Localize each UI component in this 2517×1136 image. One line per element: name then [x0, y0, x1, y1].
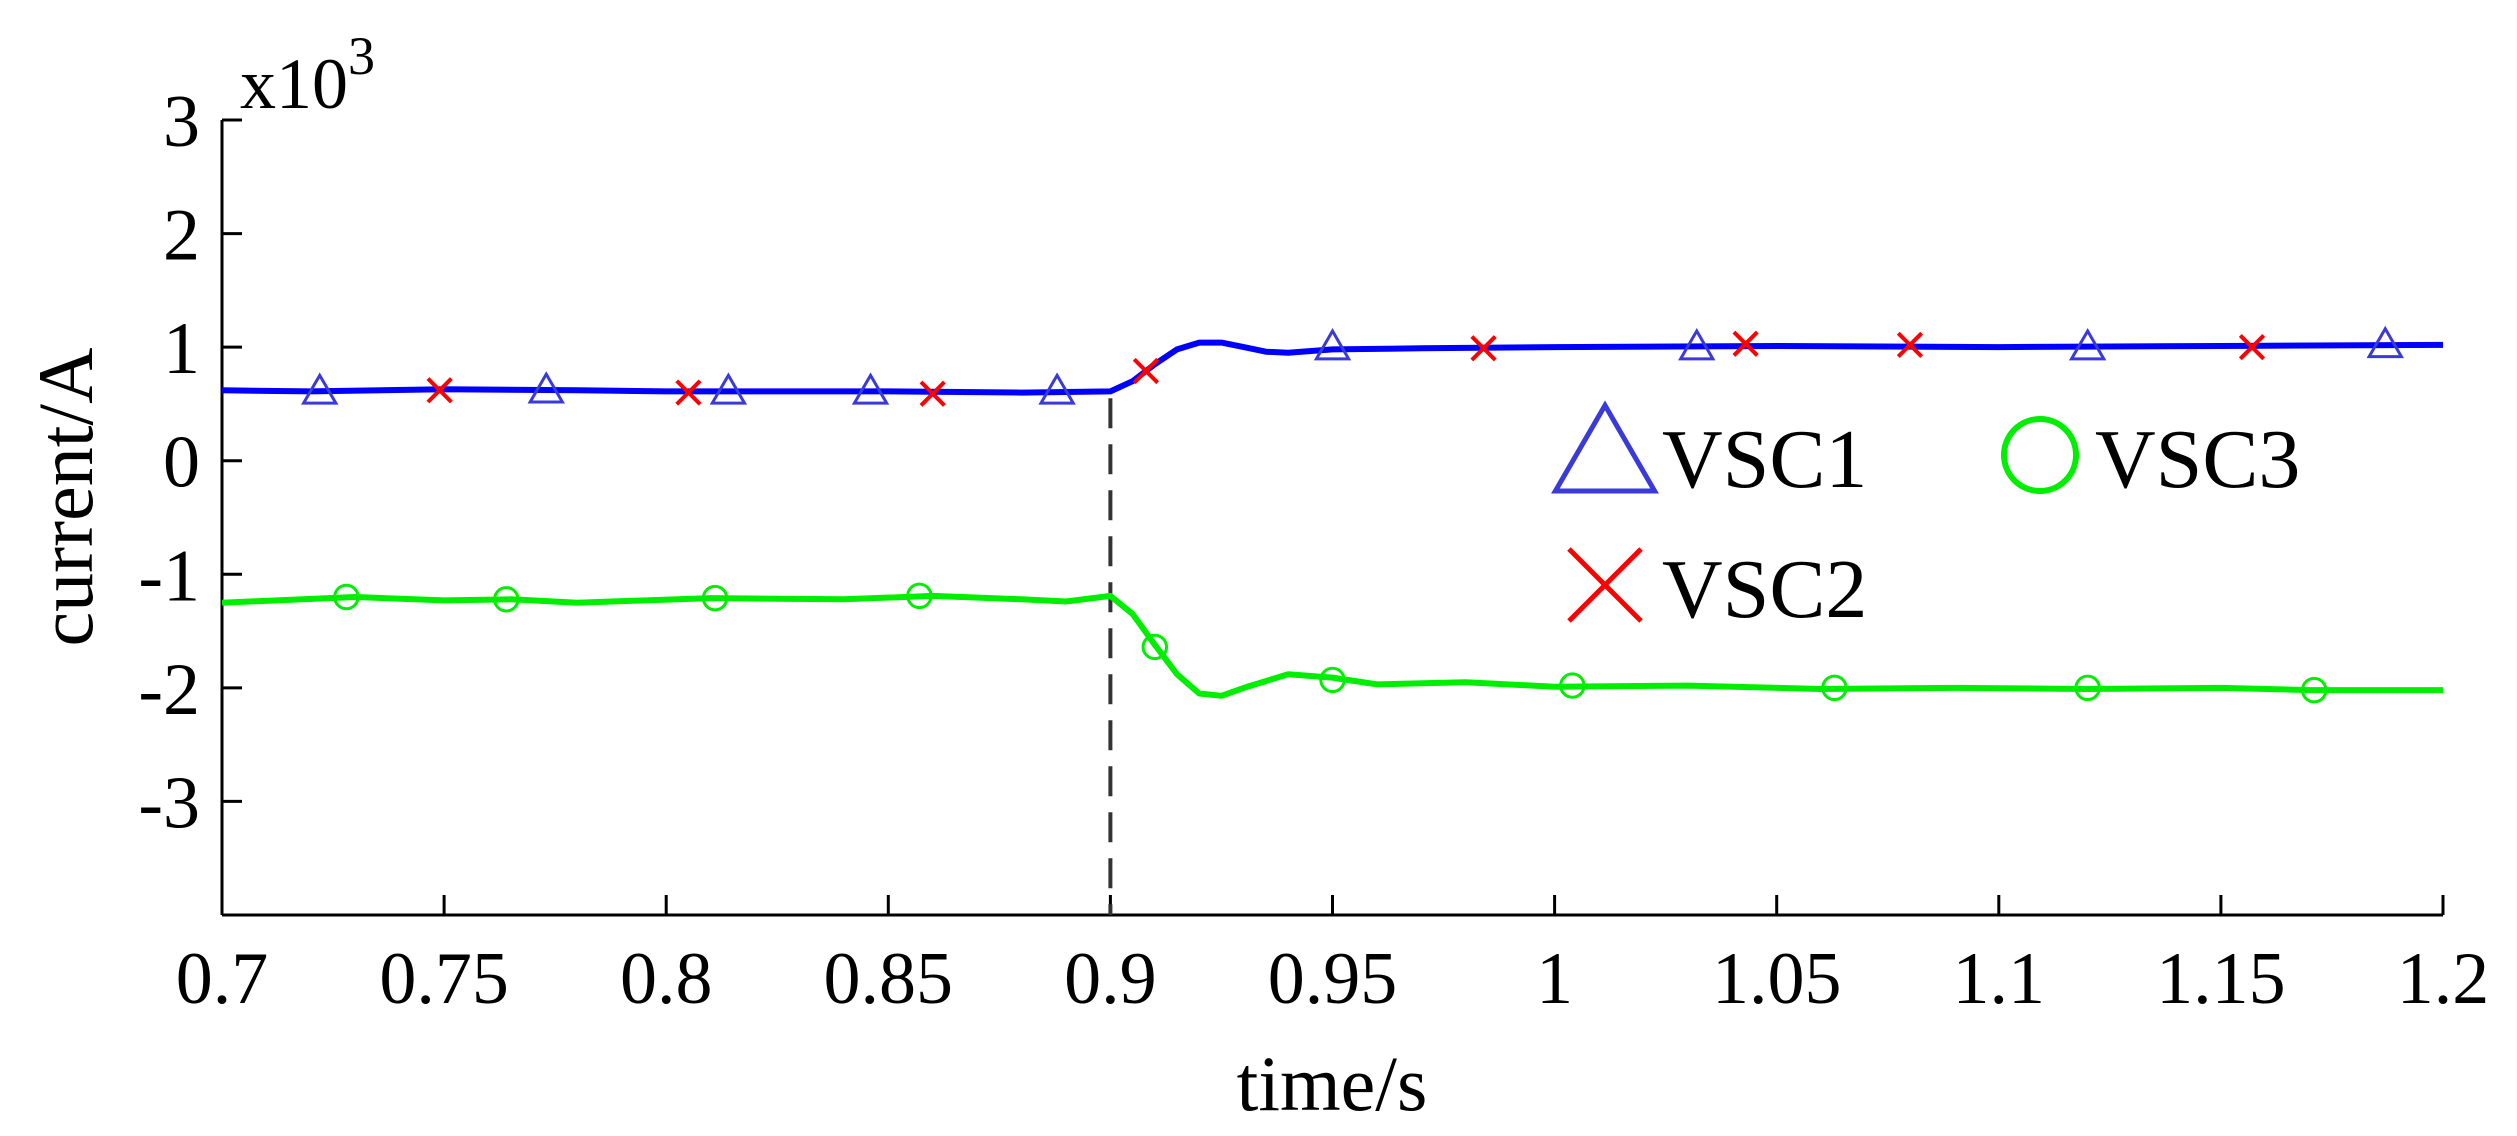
y-tick-label: 1 — [163, 308, 200, 390]
x-tick-group: 0.7 0.75 0.8 0.85 0.9 0.95 1 1.05 1.1 1.15 1.2 — [176, 895, 2490, 1020]
y-tick-label: -2 — [138, 649, 200, 731]
legend-marker-circle — [2001, 416, 2079, 494]
data-point-vsc3 — [701, 584, 729, 612]
y-scale-base: x10 — [240, 44, 348, 124]
data-point-vsc2 — [675, 379, 702, 406]
data-point-vsc1 — [1038, 372, 1076, 405]
data-point-vsc1 — [1678, 328, 1716, 361]
data-point-vsc1 — [301, 372, 339, 405]
data-point-vsc2 — [426, 377, 453, 404]
data-point-vsc1 — [1313, 328, 1352, 361]
x-tick-label: 1.1 — [1953, 938, 2046, 1020]
data-point-vsc3 — [493, 586, 520, 613]
data-point-vsc2 — [919, 380, 946, 407]
data-point-vsc1 — [2068, 328, 2107, 361]
series-lines — [221, 339, 2444, 699]
y-tick-label: 2 — [163, 195, 200, 277]
data-point-vsc1 — [709, 372, 748, 405]
legend-label-vsc2: VSC2 — [1662, 543, 1867, 636]
y-scale-label: x103 — [240, 26, 375, 124]
legend-symbol-vsc2 — [1567, 547, 1643, 623]
y-tick-group: 3 2 1 0 -1 -2 -3 — [138, 81, 242, 844]
y-scale-exponent: 3 — [348, 26, 375, 86]
y-tick-label: 0 — [163, 422, 200, 504]
data-point-vsc3 — [1319, 666, 1346, 694]
legend-label-vsc1: VSC1 — [1662, 413, 1867, 506]
x-axis-label: time/s — [1237, 1040, 1428, 1127]
y-tick-label: -3 — [138, 762, 200, 844]
y-tick-label: -1 — [138, 535, 200, 617]
data-point-vsc3 — [1559, 672, 1586, 699]
legend-label-vsc3: VSC3 — [2095, 413, 2300, 506]
data-point-vsc1 — [2366, 325, 2404, 359]
data-point-vsc2 — [1132, 357, 1160, 385]
legend-symbol-vsc3 — [2001, 416, 2079, 494]
x-tick-label: 1.2 — [2397, 938, 2490, 1020]
data-point-vsc3 — [1141, 633, 1169, 661]
x-tick-label: 0.7 — [176, 938, 269, 1020]
data-point-vsc2 — [1732, 330, 1759, 357]
data-point-vsc3 — [2074, 674, 2101, 702]
x-tick-label: 0.95 — [1268, 938, 1398, 1020]
series-markers — [301, 325, 2404, 704]
y-axis-label: current/A — [22, 348, 109, 647]
x-tick-label: 0.85 — [824, 938, 954, 1020]
data-point-vsc2 — [1470, 335, 1497, 362]
x-tick-label: 0.9 — [1064, 938, 1157, 1020]
x-tick-label: 0.75 — [379, 938, 509, 1020]
series-line-vsc1 — [221, 339, 2444, 396]
legend-symbol-vsc1 — [1551, 400, 1659, 494]
legend-marker-cross — [1567, 547, 1643, 623]
x-tick-label: 1.05 — [1712, 938, 1842, 1020]
data-point-vsc1 — [851, 372, 890, 405]
x-tick-label: 1 — [1536, 938, 1573, 1020]
data-point-vsc2 — [1896, 331, 1924, 358]
y-tick-label: 3 — [163, 81, 200, 163]
data-point-vsc1 — [527, 371, 565, 404]
x-tick-label: 1.15 — [2156, 938, 2286, 1020]
data-point-vsc2 — [2238, 334, 2266, 361]
legend: VSC1 VSC3 VSC2 — [1551, 400, 2300, 636]
data-point-vsc3 — [2300, 676, 2328, 704]
legend-marker-triangle — [1551, 400, 1659, 494]
x-tick-label: 0.8 — [620, 938, 713, 1020]
series-line-vsc3 — [221, 592, 2443, 699]
data-point-vsc3 — [906, 582, 933, 610]
data-point-vsc3 — [1821, 674, 1848, 702]
data-point-vsc3 — [333, 583, 360, 611]
